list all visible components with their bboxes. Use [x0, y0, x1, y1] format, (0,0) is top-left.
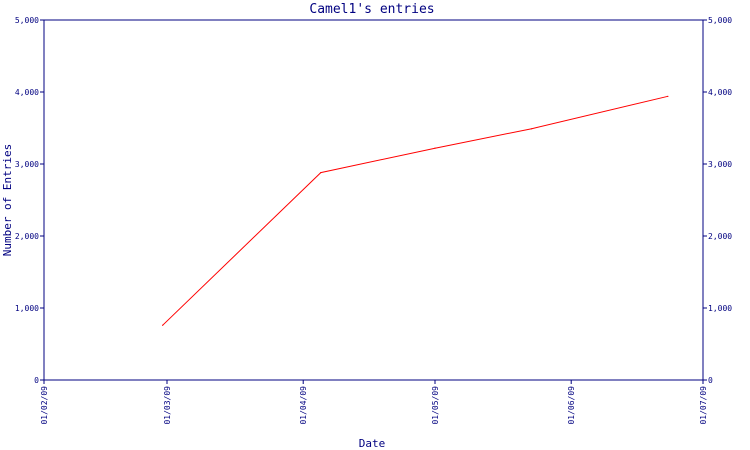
y-right-tick-label: 5,000	[708, 16, 732, 25]
y-tick-label: 1,000	[15, 304, 39, 313]
plot-frame	[43, 19, 704, 381]
ticks: 0 1,000 2,000 3,000 4,000 5,000 0 1,000 2,000 3,0…	[15, 16, 732, 425]
x-tick-label: 01/04/09	[299, 386, 308, 425]
axes	[43, 19, 704, 381]
y-right-tick-label: 3,000	[708, 160, 732, 169]
data-point	[320, 172, 322, 174]
data-point	[667, 95, 669, 97]
data-point	[162, 324, 164, 326]
y-tick-label: 0	[34, 376, 39, 385]
data-point	[531, 128, 533, 130]
x-tick-label: 01/06/09	[567, 386, 576, 425]
series-line	[162, 95, 669, 326]
x-axis-title: Date	[359, 437, 386, 450]
y-tick-label: 3,000	[15, 160, 39, 169]
y-right-tick-label: 2,000	[708, 232, 732, 241]
data-point	[434, 147, 436, 149]
chart-title: Camel1's entries	[309, 2, 434, 17]
x-tick-label: 01/03/09	[163, 386, 172, 425]
y-right-tick-label: 1,000	[708, 304, 732, 313]
series-layer	[162, 95, 669, 326]
y-tick-label: 4,000	[15, 88, 39, 97]
y-axis-title: Number of Entries	[1, 144, 14, 257]
y-right-tick-label: 0	[708, 376, 713, 385]
y-tick-label: 2,000	[15, 232, 39, 241]
x-tick-label: 01/05/09	[431, 386, 440, 425]
y-tick-label: 5,000	[15, 16, 39, 25]
x-tick-label: 01/07/09	[699, 386, 708, 425]
y-right-tick-label: 4,000	[708, 88, 732, 97]
x-tick-label: 01/02/09	[40, 386, 49, 425]
